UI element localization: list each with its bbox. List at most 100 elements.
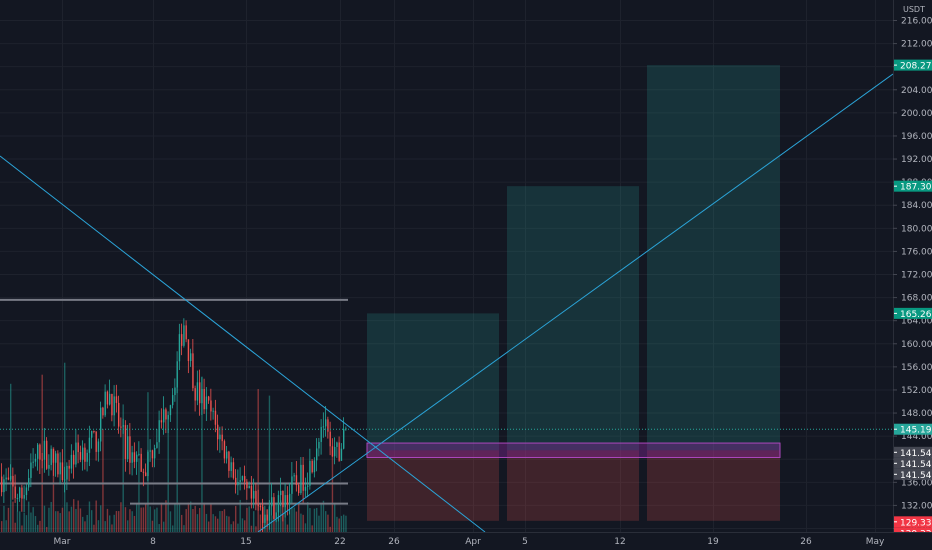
candle-body bbox=[84, 447, 86, 462]
volume-bar bbox=[244, 520, 246, 532]
volume-bar bbox=[345, 515, 347, 532]
candle-body bbox=[174, 387, 176, 396]
candle-body bbox=[140, 453, 142, 472]
price-tick-3: 204.000 bbox=[901, 86, 932, 96]
volume-bar bbox=[214, 516, 217, 532]
position-profit-zone-2[interactable] bbox=[647, 65, 780, 451]
position-profit-zone-1[interactable] bbox=[507, 186, 639, 451]
candle-body bbox=[127, 436, 129, 459]
volume-bar bbox=[165, 500, 167, 532]
volume-bar bbox=[178, 504, 181, 532]
time-tick-10: May bbox=[866, 537, 885, 547]
candle-body bbox=[212, 410, 214, 412]
volume-bar bbox=[136, 503, 138, 532]
candle-body bbox=[203, 388, 205, 410]
volume-bar bbox=[113, 514, 115, 532]
time-axis-background bbox=[0, 532, 932, 550]
candle-body bbox=[34, 458, 37, 462]
position-stop-zone-0[interactable] bbox=[367, 450, 499, 521]
price-tick-21: 132.000 bbox=[901, 501, 932, 511]
volume-bar bbox=[208, 521, 210, 532]
candle-body bbox=[136, 454, 138, 462]
candle-body bbox=[289, 493, 291, 505]
volume-bar bbox=[325, 511, 327, 532]
grid-lines bbox=[0, 0, 893, 532]
candle-body bbox=[192, 353, 194, 389]
candle-body bbox=[131, 452, 133, 463]
volume-bar bbox=[205, 513, 208, 532]
volume-bar bbox=[239, 499, 241, 532]
volume-bar bbox=[133, 515, 136, 532]
candle-body bbox=[284, 495, 286, 508]
candle-body bbox=[199, 382, 201, 404]
candle-body bbox=[79, 452, 82, 460]
volume-bar bbox=[289, 509, 291, 532]
volume-bar bbox=[127, 520, 129, 532]
ascending-trendline[interactable] bbox=[257, 73, 894, 533]
volume-bar bbox=[217, 518, 219, 532]
price-tick-8: 184.000 bbox=[901, 201, 932, 211]
volume-bar bbox=[48, 507, 50, 532]
candle-body bbox=[106, 391, 109, 405]
price-tag-last bbox=[894, 423, 932, 435]
candle-body bbox=[237, 481, 239, 486]
volume-bar bbox=[14, 522, 16, 532]
volume-bar bbox=[118, 511, 120, 532]
volume-bar bbox=[203, 502, 205, 532]
candle-body bbox=[118, 402, 120, 427]
candle-body bbox=[340, 448, 343, 461]
price-tick-10: 176.000 bbox=[901, 247, 932, 257]
volume-bar bbox=[318, 515, 320, 532]
volume-bar bbox=[235, 505, 237, 532]
trendlines[interactable] bbox=[0, 73, 894, 533]
volume-bar bbox=[120, 502, 122, 532]
candle-body bbox=[10, 475, 12, 480]
volume-bar bbox=[39, 520, 41, 532]
volume-bar bbox=[151, 520, 154, 532]
candle-body bbox=[167, 415, 169, 420]
candle-body bbox=[255, 490, 257, 504]
time-tick-labels: Mar 8 15 22 26 Apr 5 12 19 26 May bbox=[54, 537, 885, 547]
candle-body bbox=[277, 495, 280, 513]
candle-body bbox=[271, 497, 273, 507]
candle-body bbox=[115, 396, 118, 403]
candle-body bbox=[230, 462, 232, 471]
candle-body bbox=[75, 442, 77, 465]
volume-bar bbox=[311, 525, 313, 532]
volume-bar bbox=[331, 450, 334, 532]
volume-bar bbox=[109, 515, 111, 532]
candle-body bbox=[304, 486, 307, 491]
position-stop-zone-2[interactable] bbox=[647, 450, 780, 521]
candle-body bbox=[145, 472, 147, 477]
volume-bar bbox=[57, 511, 59, 532]
price-axis[interactable]: USDT 216.000212.000208.000204.000200.000… bbox=[893, 0, 932, 550]
descending-trendline[interactable] bbox=[0, 155, 486, 533]
position-stop-zone-1[interactable] bbox=[507, 450, 639, 521]
volume-bar bbox=[84, 521, 86, 532]
long-position-tools[interactable] bbox=[366, 65, 781, 521]
volume-bar bbox=[91, 510, 93, 532]
candle-body bbox=[23, 495, 25, 499]
candle-body bbox=[338, 442, 340, 461]
candle-body bbox=[48, 464, 50, 469]
candle-body bbox=[235, 477, 237, 486]
volume-bar bbox=[320, 503, 322, 532]
price-tick-16: 152.000 bbox=[901, 386, 932, 396]
position-profit-zone-0[interactable] bbox=[367, 313, 499, 451]
volume-bar bbox=[271, 515, 273, 532]
time-tick-0: Mar bbox=[54, 537, 71, 547]
candle-body bbox=[5, 477, 7, 480]
candle-body bbox=[100, 407, 102, 442]
candle-body bbox=[124, 425, 127, 459]
time-axis[interactable]: Mar 8 15 22 26 Apr 5 12 19 26 May bbox=[0, 532, 932, 550]
volume-bar bbox=[21, 525, 23, 532]
candle-body bbox=[61, 462, 64, 481]
volume-bar bbox=[196, 514, 199, 532]
candle-body bbox=[12, 475, 14, 487]
candle-body bbox=[50, 448, 52, 465]
candle-body bbox=[14, 486, 16, 499]
candle-body bbox=[151, 450, 154, 459]
entry-zone[interactable] bbox=[366, 442, 781, 458]
volume-bar bbox=[241, 518, 244, 532]
